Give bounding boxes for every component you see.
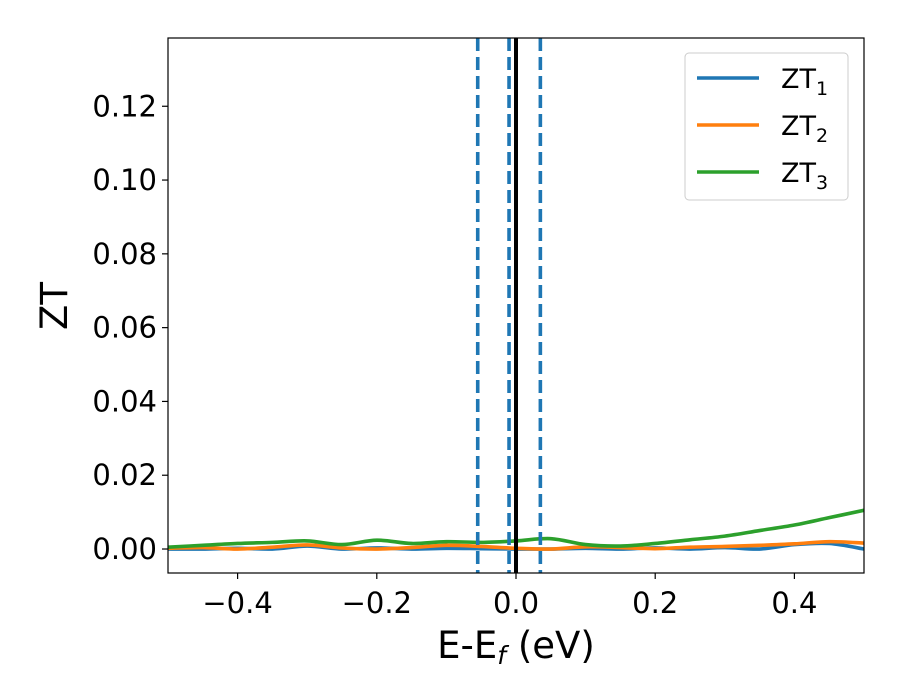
- y-axis-ticks: 0.00 0.02 0.04 0.06 0.08 0.10 0.12: [92, 89, 168, 566]
- y-tick-label: 0.02: [92, 458, 157, 492]
- legend-entries: ZT1 ZT2 ZT3: [697, 64, 828, 194]
- y-tick-label: 0.10: [92, 163, 157, 197]
- x-axis-label-main: E-E: [437, 624, 497, 667]
- x-axis-label-unit: (eV): [506, 624, 595, 667]
- legend-label-zt1: ZT1: [781, 64, 828, 100]
- x-axis-label: E-Ef (eV): [437, 624, 595, 670]
- legend-label-zt3: ZT3: [781, 158, 828, 194]
- y-tick-label: 0.00: [92, 532, 157, 566]
- x-axis-ticks: −0.4 −0.2 0.0 0.2 0.4: [202, 573, 817, 620]
- y-tick-label: 0.06: [92, 311, 157, 345]
- y-tick-label: 0.04: [92, 384, 157, 418]
- x-tick-label: 0.4: [771, 586, 817, 620]
- y-tick-label: 0.12: [92, 89, 157, 123]
- x-tick-label: −0.4: [202, 586, 272, 620]
- legend: ZT1 ZT2 ZT3: [684, 52, 849, 201]
- y-axis-label: ZT: [33, 282, 76, 330]
- x-tick-label: 0.2: [632, 586, 678, 620]
- x-tick-label: −0.2: [342, 586, 412, 620]
- legend-label-zt2: ZT2: [781, 111, 828, 147]
- x-tick-label: 0.0: [493, 586, 539, 620]
- y-tick-label: 0.08: [92, 237, 157, 271]
- legend-box: [684, 52, 849, 201]
- vertical-reference-lines: [475, 38, 543, 573]
